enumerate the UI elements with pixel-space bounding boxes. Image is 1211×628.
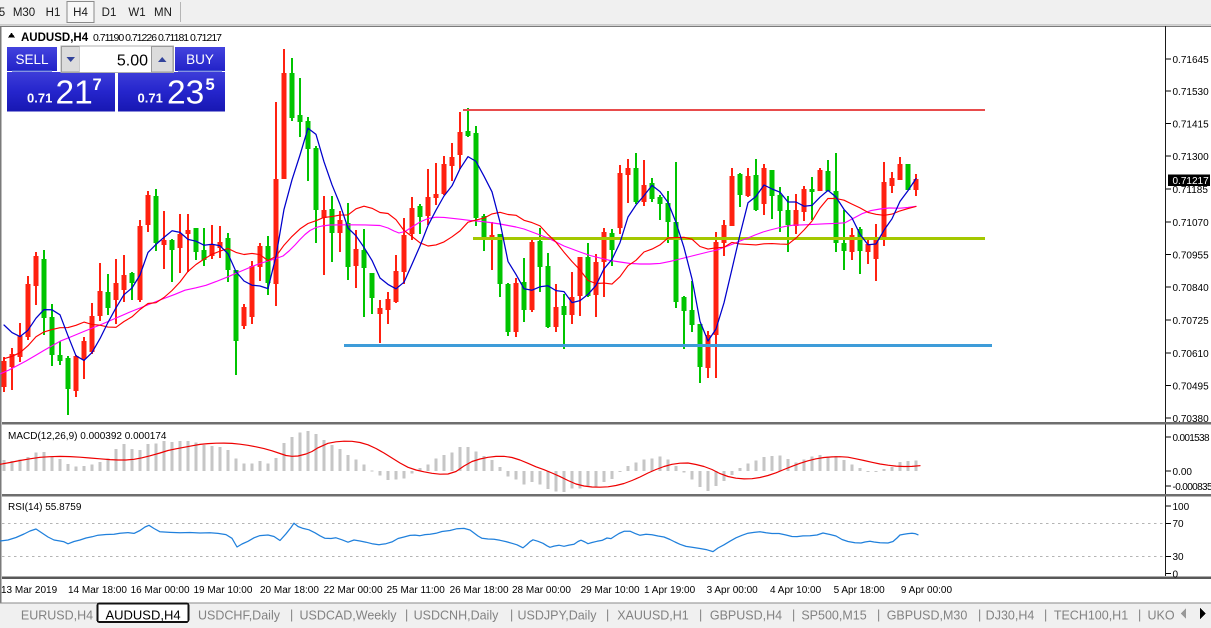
svg-text:14 Mar 18:00: 14 Mar 18:00 [68,585,127,596]
svg-text:USDCNH,Daily: USDCNH,Daily [414,609,499,623]
svg-text:MACD(12,26,9) 0.000392 0.00017: MACD(12,26,9) 0.000392 0.000174 [8,431,167,442]
svg-text:M30: M30 [13,7,35,19]
svg-text:GBPUSD,H4: GBPUSD,H4 [710,609,782,623]
svg-text:28 Mar 00:00: 28 Mar 00:00 [512,585,571,596]
svg-text:5.00: 5.00 [117,53,148,70]
svg-text:7: 7 [93,76,102,94]
svg-text:|: | [699,608,702,622]
svg-text:70: 70 [1173,519,1185,530]
svg-text:0.71217: 0.71217 [1173,176,1210,187]
svg-text:GBPUSD,M30: GBPUSD,M30 [887,609,968,623]
svg-text:0.70840: 0.70840 [1173,283,1210,294]
svg-text:5 Apr 18:00: 5 Apr 18:00 [834,585,886,596]
svg-text:0.71530: 0.71530 [1173,87,1210,98]
svg-text:MN: MN [154,7,172,19]
svg-text:UKO: UKO [1147,609,1174,623]
svg-text:26 Mar 18:00: 26 Mar 18:00 [450,585,509,596]
svg-text:5: 5 [0,7,5,19]
svg-text:D1: D1 [102,7,117,19]
svg-text:TECH100,H1: TECH100,H1 [1054,609,1128,623]
svg-text:AUDUSD,H4: AUDUSD,H4 [105,608,180,623]
svg-text:0.71415: 0.71415 [1173,119,1210,130]
svg-text:EURUSD,H4: EURUSD,H4 [21,609,93,623]
svg-text:-0.000835: -0.000835 [1173,482,1211,493]
svg-text:19 Mar 10:00: 19 Mar 10:00 [194,585,253,596]
svg-text:W1: W1 [128,7,145,19]
svg-text:30: 30 [1173,552,1185,563]
svg-text:0.71: 0.71 [27,91,52,106]
svg-text:RSI(14) 55.8759: RSI(14) 55.8759 [8,502,82,513]
svg-text:0.70725: 0.70725 [1173,316,1210,327]
svg-text:25 Mar 11:00: 25 Mar 11:00 [387,585,446,596]
svg-text:4 Apr 10:00: 4 Apr 10:00 [770,585,822,596]
svg-text:1 Apr 19:00: 1 Apr 19:00 [644,585,696,596]
svg-text:23: 23 [167,75,204,112]
svg-text:USDCAD,Weekly: USDCAD,Weekly [299,609,397,623]
svg-text:16 Mar 00:00: 16 Mar 00:00 [131,585,190,596]
svg-text:USDCHF,Daily: USDCHF,Daily [198,609,281,623]
svg-text:USDJPY,Daily: USDJPY,Daily [518,609,598,623]
svg-text:|: | [1044,608,1047,622]
svg-text:SP500,M15: SP500,M15 [801,609,866,623]
svg-text:29 Mar 10:00: 29 Mar 10:00 [581,585,640,596]
svg-text:0.70495: 0.70495 [1173,381,1210,392]
svg-text:|: | [290,608,293,622]
svg-text:22 Mar 00:00: 22 Mar 00:00 [324,585,383,596]
svg-text:BUY: BUY [186,52,214,67]
svg-text:3 Apr 00:00: 3 Apr 00:00 [707,585,759,596]
svg-text:|: | [606,608,609,622]
svg-text:H1: H1 [46,7,61,19]
svg-text:XAUUSD,H1: XAUUSD,H1 [617,609,689,623]
svg-text:100: 100 [1173,502,1190,513]
svg-text:DJ30,H4: DJ30,H4 [986,609,1035,623]
svg-text:0: 0 [1173,569,1179,580]
svg-text:|: | [792,608,795,622]
svg-text:|: | [405,608,408,622]
svg-text:SELL: SELL [15,52,49,67]
svg-text:0.001538: 0.001538 [1173,433,1210,444]
svg-text:0.71190 0.71226 0.71181 0.7121: 0.71190 0.71226 0.71181 0.71217 [93,32,222,44]
svg-text:0.71645: 0.71645 [1173,55,1210,66]
svg-text:|: | [978,608,981,622]
svg-text:0.70955: 0.70955 [1173,250,1210,261]
svg-text:20 Mar 18:00: 20 Mar 18:00 [260,585,319,596]
svg-text:0.71070: 0.71070 [1173,218,1210,229]
svg-text:|: | [510,608,513,622]
svg-text:9 Apr 00:00: 9 Apr 00:00 [901,585,953,596]
svg-text:0.71300: 0.71300 [1173,152,1210,163]
svg-text:0.71: 0.71 [138,91,163,106]
svg-text:13 Mar 2019: 13 Mar 2019 [1,585,58,596]
svg-text:21: 21 [56,75,93,112]
svg-text:H4: H4 [73,7,88,19]
svg-text:0.71185: 0.71185 [1173,185,1209,196]
svg-text:0.00: 0.00 [1173,467,1193,478]
svg-text:|: | [1138,608,1141,622]
svg-text:5: 5 [206,76,215,94]
svg-text:AUDUSD,H4: AUDUSD,H4 [21,32,89,44]
svg-text:0.70610: 0.70610 [1173,349,1210,360]
svg-text:|: | [877,608,880,622]
svg-text:0.70380: 0.70380 [1173,414,1210,425]
